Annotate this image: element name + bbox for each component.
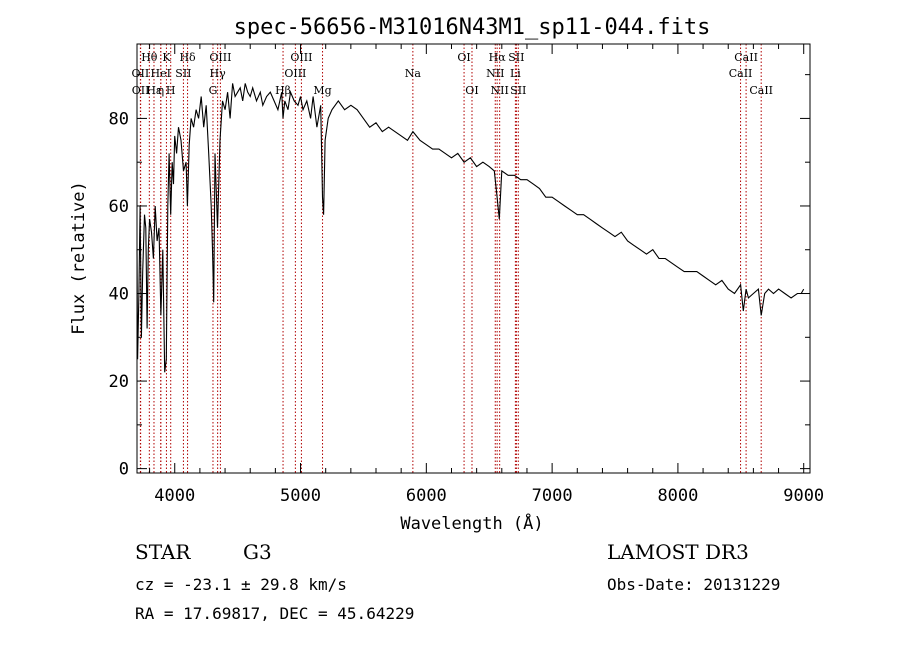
spectral-line-label: CaII bbox=[729, 67, 753, 80]
spectral-line-label: CaII bbox=[734, 51, 758, 64]
x-tick-label: 6000 bbox=[406, 486, 447, 506]
x-axis-label: Wavelength (Å) bbox=[400, 512, 543, 534]
spectral-line-label: OII bbox=[132, 84, 150, 97]
spectral-line-label: OI bbox=[457, 51, 470, 64]
spectral-line-label: G bbox=[209, 84, 218, 97]
x-tick-label: 9000 bbox=[783, 486, 824, 506]
y-axis-label: Flux (relative) bbox=[69, 181, 89, 335]
spectral-line-label: Hβ bbox=[275, 84, 291, 97]
spectral-line-label: Hε bbox=[146, 84, 162, 97]
spectral-line-label: Mg bbox=[313, 84, 331, 97]
spectral-line-labels: HθOIIOIIHεHeIηKHSIIHδGHγOIIIHβOIIIOIIIMg… bbox=[132, 51, 773, 97]
y-tick-label: 80 bbox=[109, 109, 129, 129]
spectral-line-label: OI bbox=[465, 84, 478, 97]
x-tick-label: 4000 bbox=[154, 486, 195, 506]
spectral-line-label: Hθ bbox=[141, 51, 158, 64]
spectrum-series bbox=[136, 83, 805, 373]
spectral-line-label: SII bbox=[508, 51, 524, 64]
spectral-line-label: NII bbox=[486, 67, 504, 80]
y-tick-label: 40 bbox=[109, 285, 129, 305]
coords-text: RA = 17.69817, DEC = 45.64229 bbox=[135, 604, 415, 623]
spectral-line-label: SII bbox=[510, 84, 526, 97]
spectral-line-label: Hδ bbox=[179, 51, 196, 64]
survey-name: LAMOST DR3 bbox=[607, 540, 749, 564]
y-axis-ticks: 0 20 40 60 80 bbox=[109, 74, 810, 480]
spectral-line-markers bbox=[139, 44, 762, 473]
plot-frame bbox=[136, 43, 811, 474]
spectral-line-label: OIII bbox=[284, 67, 306, 80]
spectral-line-label: SII bbox=[175, 67, 191, 80]
spectral-line-label: Na bbox=[405, 67, 422, 80]
x-axis-ticks: 4000 5000 6000 7000 8000 9000 bbox=[149, 44, 824, 506]
spectral-line-label: OIII bbox=[209, 51, 231, 64]
spectral-line-label: K bbox=[162, 51, 171, 64]
x-tick-label: 5000 bbox=[280, 486, 321, 506]
spectral-line-label: Hγ bbox=[210, 67, 227, 80]
chart-title: spec-56656-M31016N43M1_sp11-044.fits bbox=[234, 15, 711, 40]
spectral-line-label: Li bbox=[510, 67, 521, 80]
x-tick-label: 7000 bbox=[532, 486, 573, 506]
spectral-line-label: η bbox=[157, 84, 164, 97]
redshift-text: cz = -23.1 ± 29.8 km/s bbox=[135, 575, 347, 594]
spectral-line-label: CaII bbox=[749, 84, 773, 97]
spectral-line-label: OII bbox=[132, 67, 150, 80]
x-tick-label: 8000 bbox=[657, 486, 698, 506]
spectral-line-label: H bbox=[166, 84, 176, 97]
spectral-line-label: Hα bbox=[489, 51, 507, 64]
y-tick-label: 20 bbox=[109, 372, 129, 392]
y-tick-label: 0 bbox=[119, 460, 129, 480]
object-class: STAR bbox=[135, 540, 191, 564]
spectral-line-label: OIII bbox=[290, 51, 312, 64]
spectral-line-label: NII bbox=[491, 84, 509, 97]
y-tick-label: 60 bbox=[109, 197, 129, 217]
object-subclass: G3 bbox=[243, 540, 272, 564]
spectral-line-label: HeI bbox=[151, 67, 171, 80]
obs-date-text: Obs-Date: 20131229 bbox=[607, 575, 781, 594]
